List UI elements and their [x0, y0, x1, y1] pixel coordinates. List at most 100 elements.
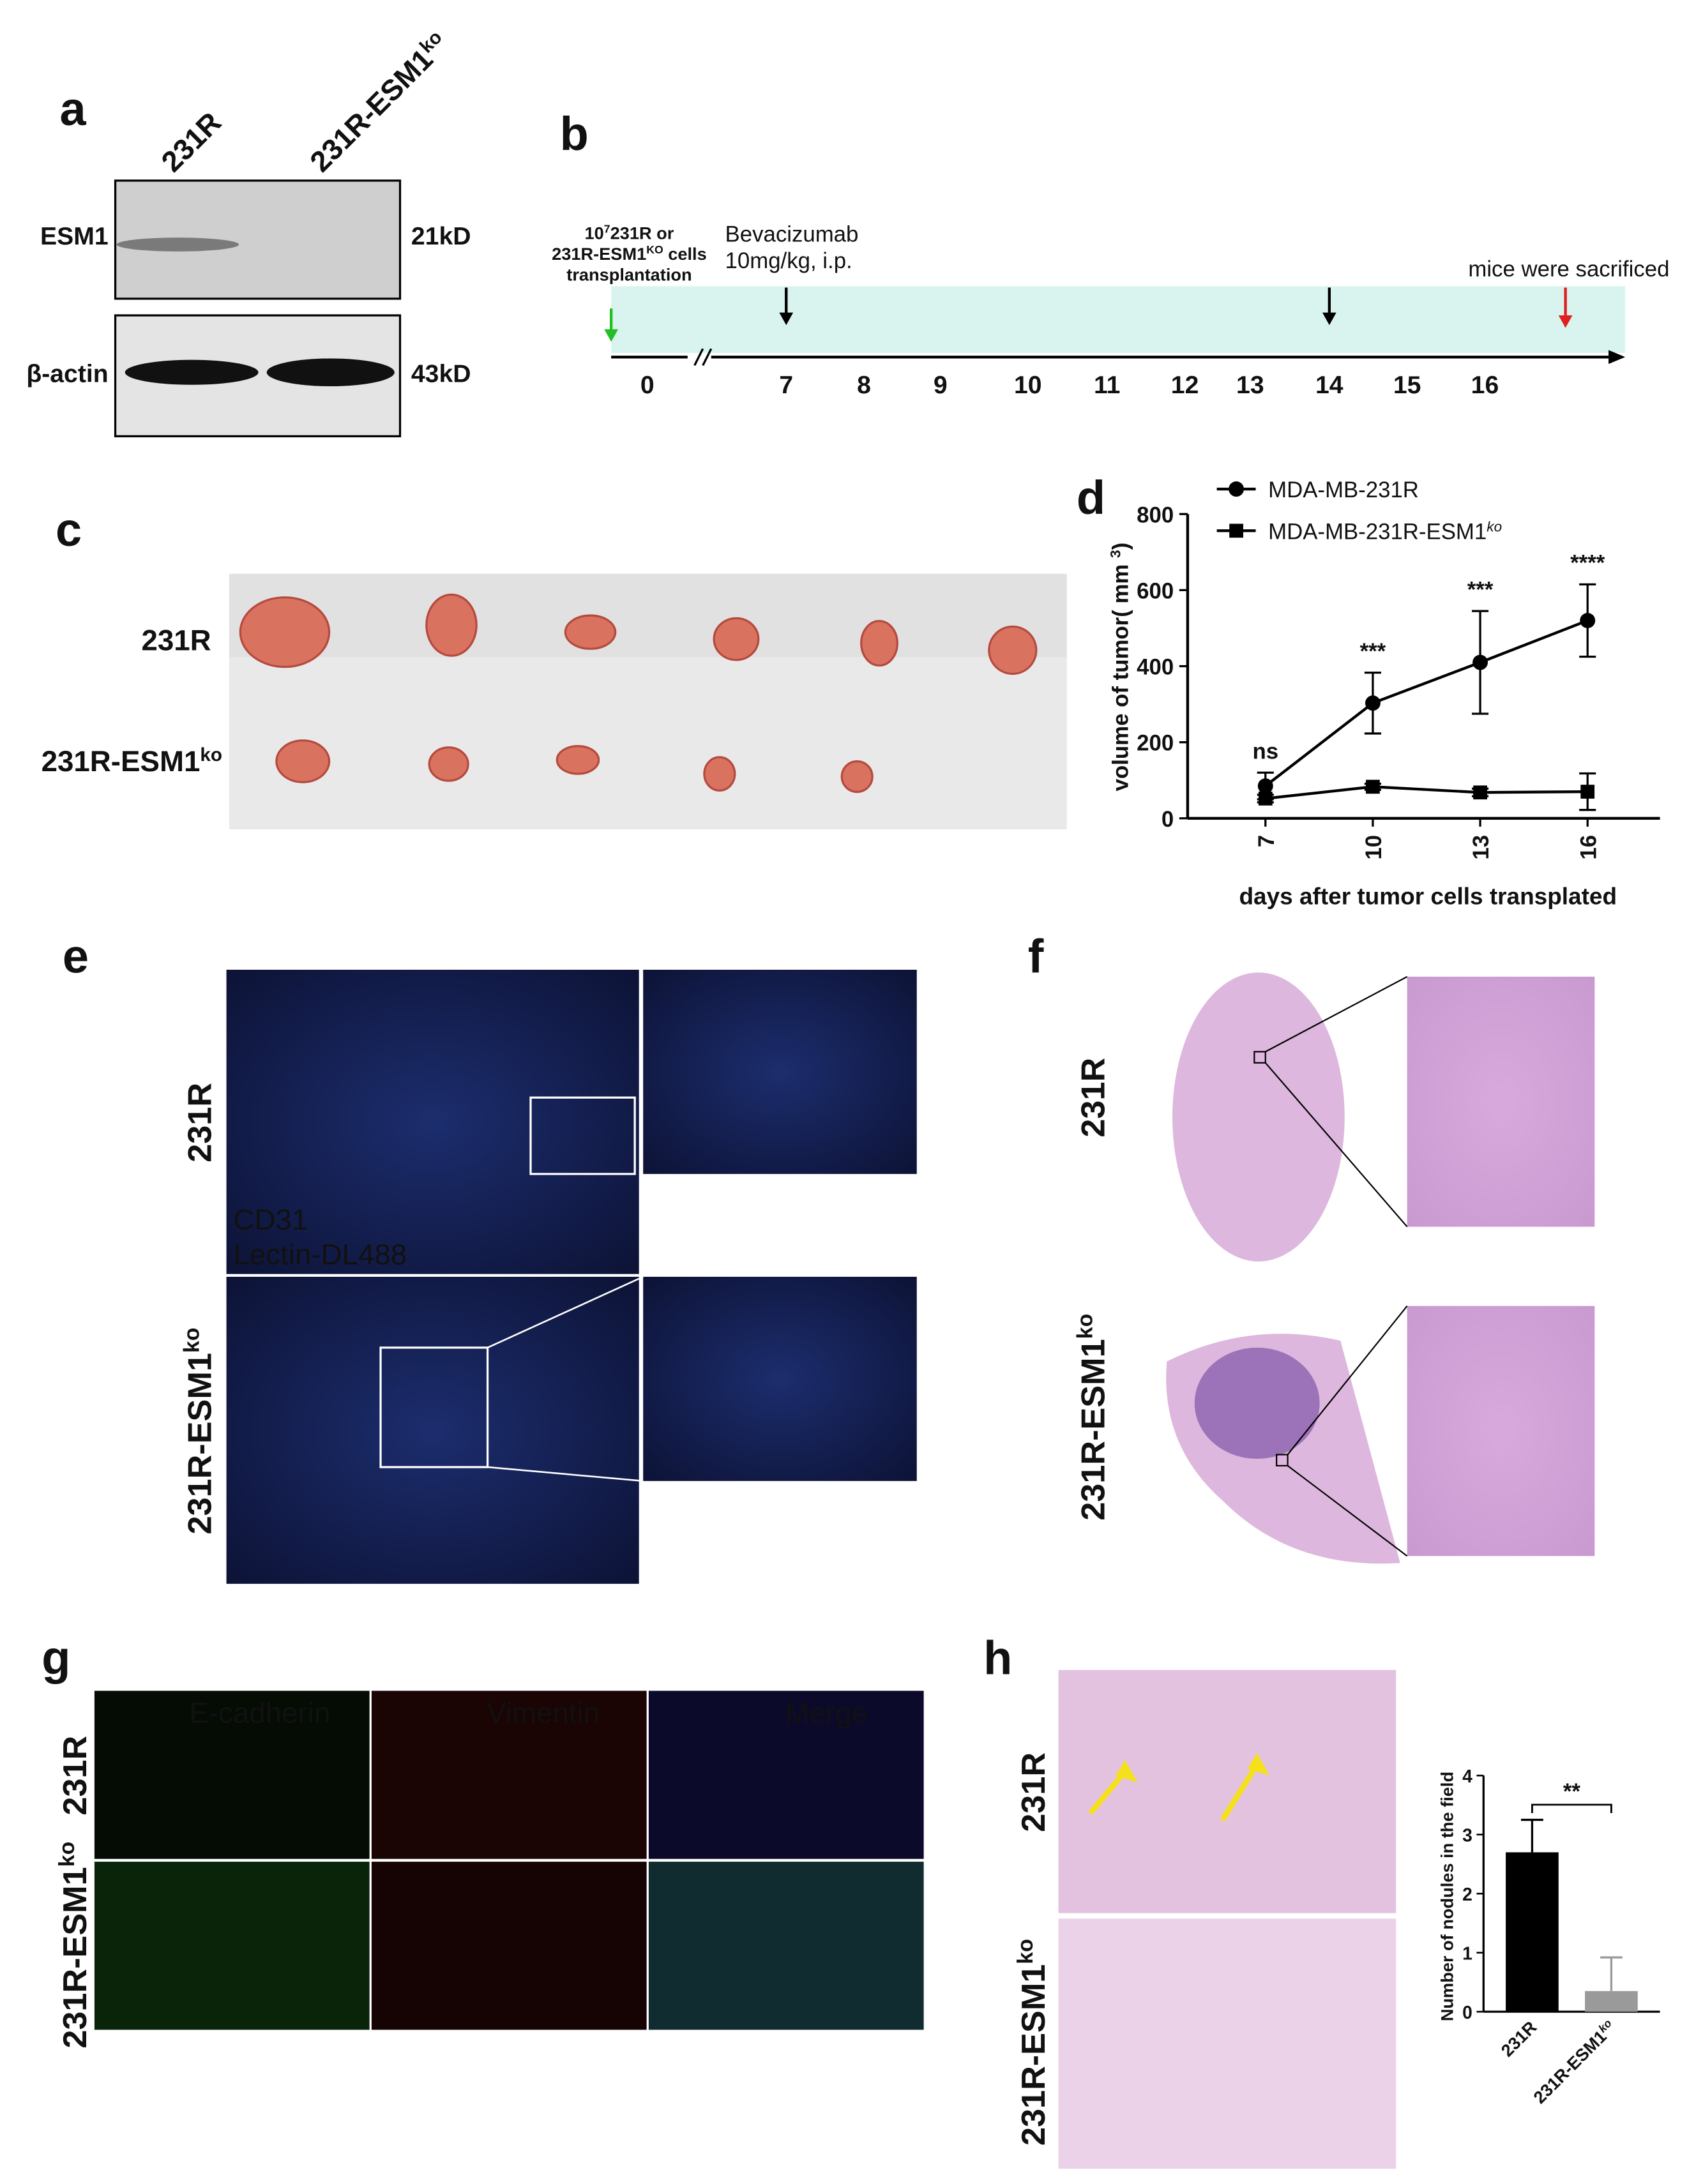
series-line [1265, 785, 1588, 800]
day-label: 11 [1094, 372, 1120, 399]
if-image [648, 1862, 924, 2030]
annotation: ** [1563, 1779, 1581, 1804]
zoom-box [1253, 1051, 1266, 1064]
x-tick-label: 231R [1497, 2017, 1541, 2060]
if-image [371, 1691, 647, 1859]
tumor [425, 593, 478, 657]
text-part: 231R-ESM1 [182, 1353, 219, 1534]
row-label: 231R [57, 1736, 94, 1816]
text-part: KO [646, 243, 663, 256]
marker [1365, 695, 1381, 711]
zoom-line [487, 1466, 644, 1482]
text-part: ko [1487, 518, 1502, 534]
lung-image [1058, 1669, 1396, 1913]
row-label: 231R-ESM1ko [55, 1842, 94, 2049]
arrow-shaft [1088, 1769, 1128, 1815]
column-label: Merge [785, 1696, 868, 1729]
lung-image [1058, 1918, 1396, 2169]
arrow-head [1115, 1760, 1138, 1783]
annotation: *** [1360, 639, 1386, 664]
arrow-head [1247, 1753, 1270, 1776]
x-tick-label: 7 [1254, 835, 1279, 847]
panel-label: d [1077, 471, 1105, 524]
text-part: 231R-ESM1 [57, 1867, 94, 2048]
transplant-text: transplantation [566, 265, 692, 285]
zoom-line [1264, 1062, 1408, 1228]
x-tick-label: 231R-ESM1ko [1529, 2017, 1619, 2107]
annotation: **** [1570, 551, 1605, 576]
row-label: 231R [1015, 1752, 1052, 1832]
panel-label: e [63, 930, 89, 983]
photo-shade [229, 573, 1067, 658]
column-label: Vimentin [487, 1696, 600, 1729]
row-label: 231R-ESM1ko [42, 744, 222, 778]
marker [1472, 654, 1488, 670]
y-tick-label: 400 [1137, 655, 1174, 680]
text-part: 231R-ESM1 [42, 745, 201, 778]
text-part: 231R or [610, 223, 674, 243]
tissue-dense [1194, 1347, 1320, 1459]
treatment-text: 10mg/kg, i.p. [725, 248, 852, 273]
zoom-box [379, 1346, 489, 1468]
arrow-head [1558, 315, 1573, 328]
bar [1585, 1991, 1638, 2012]
y-tick-label: 3 [1462, 1825, 1472, 1846]
text-part: 231R [1497, 2017, 1541, 2060]
if-image [94, 1691, 370, 1859]
y-tick-label: 2 [1462, 1884, 1472, 1904]
x-tick-label: 13 [1469, 835, 1494, 860]
axis-arrow [1608, 350, 1626, 365]
he-zoom [1407, 1306, 1595, 1556]
tissue [1172, 972, 1345, 1261]
zoom-box [529, 1096, 636, 1175]
tumor [275, 739, 331, 783]
arrow-head [1322, 312, 1336, 326]
text-part: 231R-ESM1 [552, 244, 646, 264]
row-label: 231R [141, 624, 211, 656]
band [116, 237, 239, 252]
tumor [988, 625, 1038, 675]
zoom-box [1276, 1454, 1289, 1466]
text-part: 231R-ESM1 [1529, 2026, 1610, 2107]
tumor [703, 756, 736, 792]
text-part: ko [1073, 1314, 1097, 1339]
timeline-bg [611, 286, 1626, 353]
tumor [556, 744, 600, 775]
text-part: MDA-MB-231R [1268, 478, 1419, 502]
text-part: transplantation [566, 265, 692, 285]
if-image [371, 1862, 647, 2030]
text-part: cells [663, 244, 707, 264]
x-tick-label: 16 [1576, 835, 1601, 860]
row-label: 231R [1075, 1058, 1112, 1138]
row-label: 231R-ESM1ko [1013, 1939, 1052, 2146]
legend-label: MDA-MB-231R-ESM1ko [1268, 518, 1502, 545]
end-text: mice were sacrificed [1468, 257, 1669, 282]
day-label: 14 [1315, 372, 1343, 399]
row-label: 231R-ESM1ko [1073, 1314, 1112, 1521]
y-axis-title: Number of nodules in the field [1437, 1772, 1457, 2021]
if-image [226, 1276, 639, 1584]
annotation: ns [1252, 739, 1278, 764]
text-part: 3 [1107, 550, 1123, 558]
text-part: volume of tumor( mm [1108, 558, 1133, 791]
text-part: 231R-ESM1 [1075, 1339, 1112, 1520]
y-tick-label: 800 [1137, 502, 1174, 527]
text-part: 10 [585, 223, 604, 243]
text-part: 231R-ESM1 [1015, 1964, 1052, 2146]
arrow-head [604, 329, 619, 342]
stain-label: Lectin-DL488 [233, 1238, 407, 1270]
zoom-line [1287, 1305, 1408, 1456]
day-label: 0 [640, 372, 655, 399]
text-part: 231R [1015, 1752, 1052, 1832]
text-part: 231R [57, 1736, 94, 1816]
day-label: 12 [1171, 372, 1199, 399]
zoom-line [1265, 975, 1408, 1053]
y-tick-label: 0 [1162, 807, 1174, 832]
row-label: β-actin [26, 360, 108, 388]
marker [1366, 779, 1380, 794]
marker [1580, 613, 1596, 628]
legend-marker [1229, 523, 1243, 538]
if-zoom [643, 1276, 917, 1481]
panel-label: c [56, 503, 82, 556]
